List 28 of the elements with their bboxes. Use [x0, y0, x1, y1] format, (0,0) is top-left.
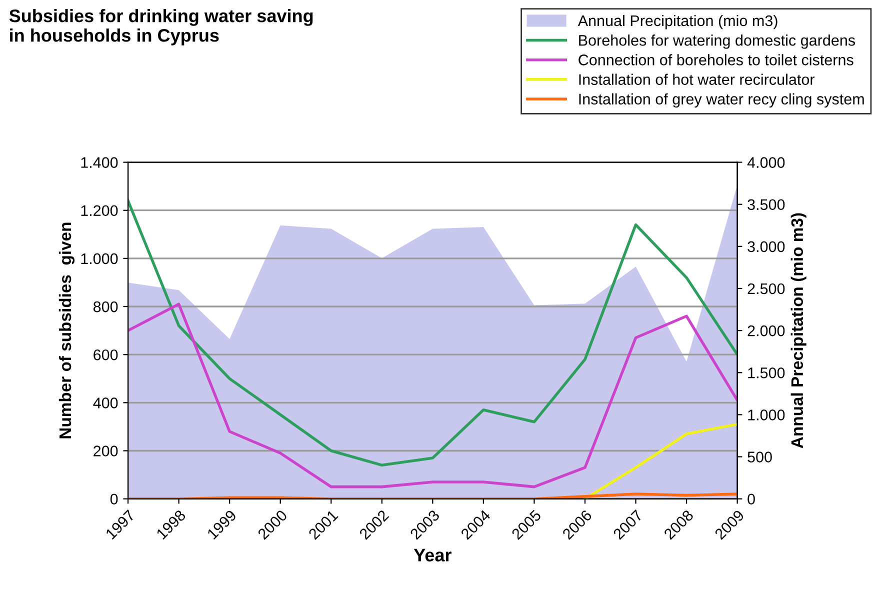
y2-axis-title: Annual Precipitation (mio m3) [790, 213, 806, 448]
legend-label: Connection of boreholes to toilet cisterns [578, 54, 854, 66]
y2-tick-label: 1.000 [748, 410, 785, 420]
legend-label: Annual Precipitation (mio m3) [578, 14, 778, 30]
y-tick-label: 800 [93, 301, 118, 312]
y-tick-label: 600 [94, 349, 118, 360]
legend-label: Installation of grey water recy cling system [579, 93, 864, 108]
y2-tick-label: 3.500 [748, 199, 785, 210]
x-axis-title: Year [414, 548, 452, 562]
y2-tick-label: 4.000 [747, 157, 785, 168]
y2-tick-label: 2.000 [748, 325, 785, 336]
y2-tick-label: 1.500 [748, 367, 785, 378]
y-tick-label: 1.000 [81, 253, 118, 264]
y2-tick-label: 3.000 [748, 241, 785, 252]
y-tick-label: 400 [93, 398, 118, 408]
line-series [128, 302, 738, 488]
legend-label: Installation of hot water recirculator [579, 74, 815, 85]
y2-tick-label: 2.500 [748, 283, 785, 294]
y-tick-label: 0 [110, 494, 118, 505]
line-series [584, 422, 738, 499]
legend-label: Boreholes for watering domestic gardens [579, 34, 855, 49]
y-tick-label: 1.400 [81, 157, 118, 168]
y2-tick-label: 500 [748, 452, 772, 462]
chart-title: Subsidies for drinking water saving in households in Cyprus [9, 9, 313, 46]
y-tick-label: 200 [94, 446, 118, 456]
y-axis-title: Number of subsidies given [58, 222, 75, 438]
y2-tick-label: 0 [748, 494, 755, 505]
y-tick-label: 1.200 [81, 205, 118, 216]
